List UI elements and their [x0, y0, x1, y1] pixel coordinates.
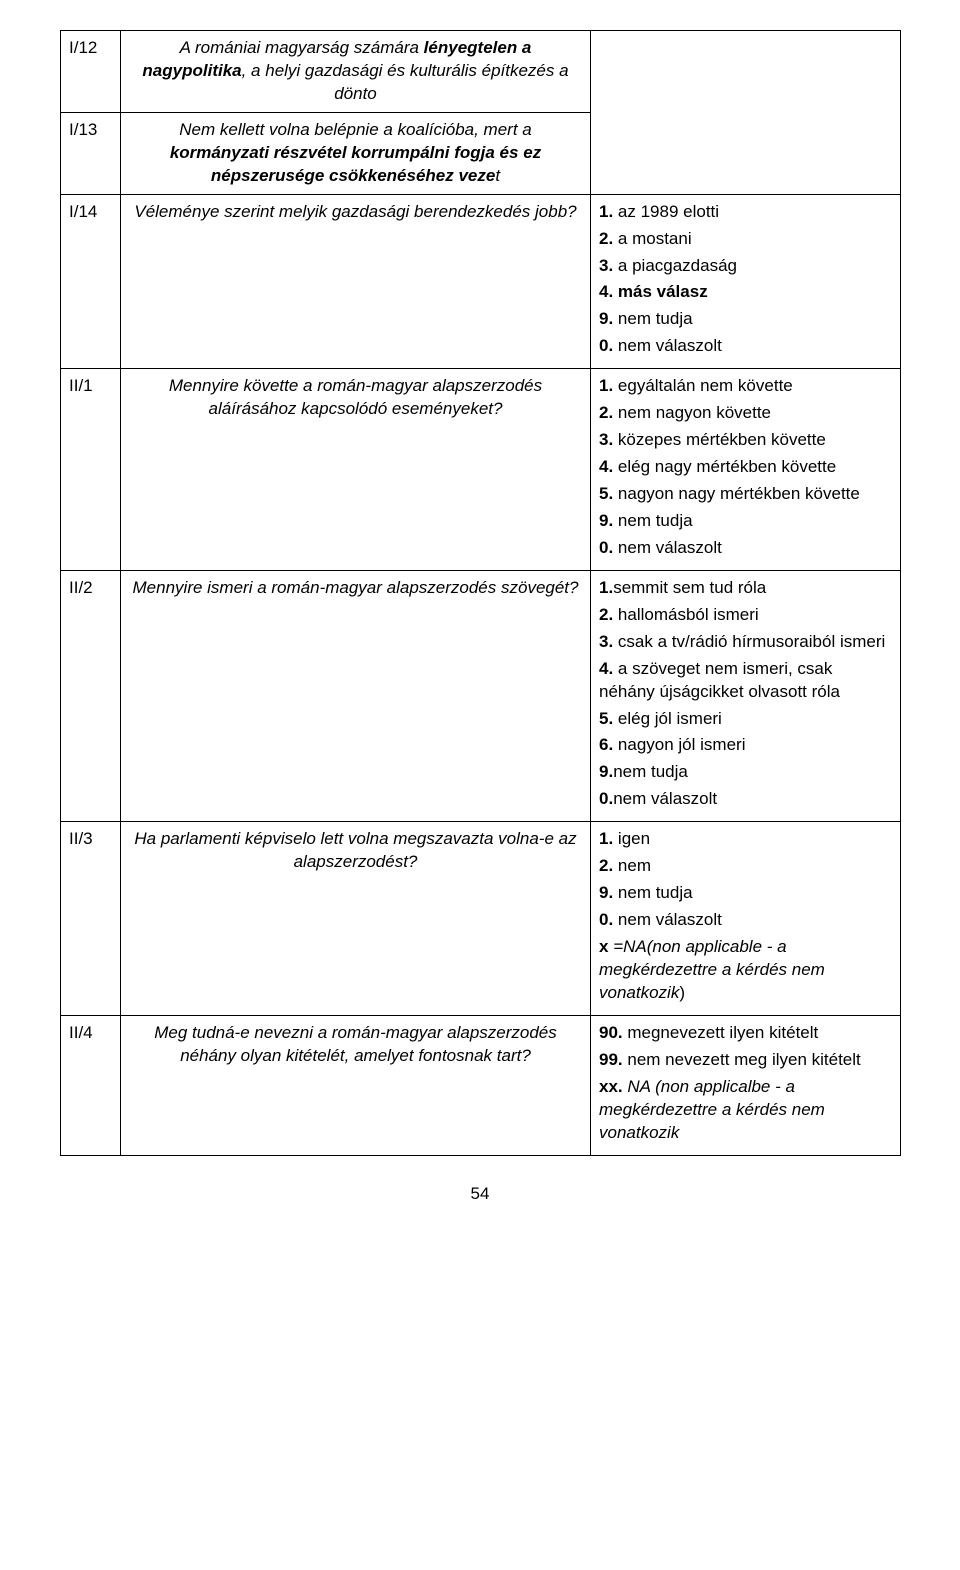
row-answers: 1.semmit sem tud róla 2. hallomásból ism…: [591, 570, 901, 821]
question-text: A romániai magyarság számára lényegtelen…: [142, 38, 568, 103]
answer-text: igen: [613, 829, 650, 848]
question-text: Ha parlamenti képviselo lett volna megsz…: [134, 829, 576, 871]
row-answers: 1. az 1989 elotti 2. a mostani 3. a piac…: [591, 194, 901, 369]
answer-text: nem válaszolt: [613, 789, 717, 808]
answer-num: 4.: [599, 659, 613, 678]
answer-text: semmit sem tud róla: [613, 578, 766, 597]
survey-table: I/12 A romániai magyarság számára lényeg…: [60, 30, 901, 1156]
page-number: 54: [60, 1184, 900, 1204]
answer-num: 99.: [599, 1050, 623, 1069]
answer-text: a szöveget nem ismeri, csak néhány újság…: [599, 659, 840, 701]
answer-num: 1.: [599, 829, 613, 848]
answer-num: 1.: [599, 578, 613, 597]
answer-num: 1.: [599, 202, 613, 221]
answer-num: 2.: [599, 605, 613, 624]
answer-text: NA (non applicalbe - a megkérdezettre a …: [599, 1077, 825, 1142]
answer-text: nem: [613, 856, 651, 875]
answer-text: nem tudja: [613, 762, 688, 781]
question-part: A romániai magyarság számára: [180, 38, 424, 57]
row-answers: 90. megnevezett ilyen kitételt 99. nem n…: [591, 1015, 901, 1155]
question-text: Véleménye szerint melyik gazdasági beren…: [134, 202, 576, 221]
answer-num: 3.: [599, 256, 613, 275]
answer-num: 90.: [599, 1023, 623, 1042]
answer-text: 4. más válasz: [599, 282, 708, 301]
answer-num: 3.: [599, 430, 613, 449]
answer-text: ): [679, 983, 685, 1002]
question-bold: kormányzati részvétel korrumpálni fogja …: [170, 143, 541, 185]
answer-num: 0.: [599, 789, 613, 808]
answer-text: nem válaszolt: [613, 910, 722, 929]
answer-text: nagyon nagy mértékben követte: [613, 484, 860, 503]
row-answers: 1. igen 2. nem 9. nem tudja 0. nem válas…: [591, 822, 901, 1016]
answer-num: 5.: [599, 709, 613, 728]
question-text: Mennyire ismeri a román-magyar alapszerz…: [133, 578, 579, 597]
question-text: Meg tudná-e nevezni a román-magyar alaps…: [154, 1023, 557, 1065]
row-question: Mennyire ismeri a román-magyar alapszerz…: [121, 570, 591, 821]
answer-num: 0.: [599, 910, 613, 929]
row-code: II/3: [61, 822, 121, 1016]
answer-num: 0.: [599, 336, 613, 355]
row-code: I/14: [61, 194, 121, 369]
answer-text: elég jól ismeri: [613, 709, 722, 728]
answer-num: 3.: [599, 632, 613, 651]
answer-text: a piacgazdaság: [613, 256, 737, 275]
answer-text: =NA(non applicable - a megkérdezettre a …: [599, 937, 825, 1002]
question-text: Mennyire követte a román-magyar alapszer…: [169, 376, 542, 418]
answer-text: egyáltalán nem követte: [613, 376, 793, 395]
answer-num: 1.: [599, 376, 613, 395]
answer-text: nem válaszolt: [613, 336, 722, 355]
answer-num: 9.: [599, 883, 613, 902]
row-code: II/4: [61, 1015, 121, 1155]
answer-num: 2.: [599, 403, 613, 422]
answer-num: xx.: [599, 1077, 623, 1096]
answer-text: nagyon jól ismeri: [613, 735, 745, 754]
answer-text: nem válaszolt: [613, 538, 722, 557]
row-question: Nem kellett volna belépnie a koalícióba,…: [121, 112, 591, 194]
row-code: I/12: [61, 31, 121, 113]
page: I/12 A romániai magyarság számára lényeg…: [0, 0, 960, 1244]
row-code: II/2: [61, 570, 121, 821]
question-part: Nem kellett volna belépnie a koalícióba,…: [179, 120, 531, 139]
table-row: II/4 Meg tudná-e nevezni a román-magyar …: [61, 1015, 901, 1155]
answer-text: megnevezett ilyen kitételt: [623, 1023, 819, 1042]
table-row: II/2 Mennyire ismeri a román-magyar alap…: [61, 570, 901, 821]
answer-text: csak a tv/rádió hírmusoraiból ismeri: [613, 632, 885, 651]
answer-text: elég nagy mértékben követte: [613, 457, 836, 476]
row-question: Véleménye szerint melyik gazdasági beren…: [121, 194, 591, 369]
answer-num: 2.: [599, 229, 613, 248]
answer-text: az 1989 elotti: [613, 202, 719, 221]
answer-num: 0.: [599, 538, 613, 557]
row-question: A romániai magyarság számára lényegtelen…: [121, 31, 591, 113]
answer-text: nem nagyon követte: [613, 403, 771, 422]
row-answers: [591, 31, 901, 195]
answer-text: nem tudja: [613, 511, 692, 530]
table-row: II/1 Mennyire követte a román-magyar ala…: [61, 369, 901, 571]
row-code: II/1: [61, 369, 121, 571]
answer-text: a mostani: [613, 229, 691, 248]
answer-num: 2.: [599, 856, 613, 875]
row-question: Mennyire követte a román-magyar alapszer…: [121, 369, 591, 571]
answer-num: 9.: [599, 309, 613, 328]
answer-text: hallomásból ismeri: [613, 605, 759, 624]
question-part: t: [495, 166, 500, 185]
answer-num: 5.: [599, 484, 613, 503]
table-row: I/14 Véleménye szerint melyik gazdasági …: [61, 194, 901, 369]
table-row: I/12 A romániai magyarság számára lényeg…: [61, 31, 901, 113]
table-row: II/3 Ha parlamenti képviselo lett volna …: [61, 822, 901, 1016]
answer-text: nem tudja: [613, 883, 692, 902]
answer-num: 4.: [599, 457, 613, 476]
question-part: , a helyi gazdasági és kulturális építke…: [242, 61, 569, 103]
question-text: Nem kellett volna belépnie a koalícióba,…: [170, 120, 541, 185]
answer-num: 9.: [599, 762, 613, 781]
row-code: I/13: [61, 112, 121, 194]
answer-num: 9.: [599, 511, 613, 530]
row-question: Ha parlamenti képviselo lett volna megsz…: [121, 822, 591, 1016]
answer-num: x: [599, 937, 613, 956]
answer-text: nem tudja: [613, 309, 692, 328]
row-answers: 1. egyáltalán nem követte 2. nem nagyon …: [591, 369, 901, 571]
answer-text: nem nevezett meg ilyen kitételt: [623, 1050, 861, 1069]
row-question: Meg tudná-e nevezni a román-magyar alaps…: [121, 1015, 591, 1155]
answer-num: 6.: [599, 735, 613, 754]
answer-text: közepes mértékben követte: [613, 430, 826, 449]
